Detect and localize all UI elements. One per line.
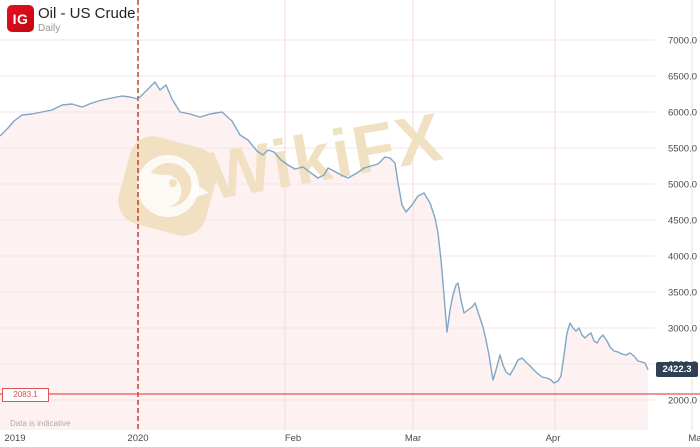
y-axis-tick-label: 4500.0 [668,216,697,227]
last-price-badge[interactable]: 2422.3 [656,362,698,378]
wikifx-eagle-icon [118,136,218,236]
y-axis-tick-label: 6500.0 [668,72,697,83]
x-axis-tick-label: Feb [285,433,301,444]
instrument-title: Oil - US Crude [38,5,136,22]
x-axis-tick-label: Mar [405,433,421,444]
data-indicative-note: Data is indicative [10,419,71,428]
y-axis-tick-label: 4000.0 [668,252,697,263]
y-axis-tick-label: 6000.0 [668,108,697,119]
x-axis-tick-label: Apr [546,433,561,444]
y-axis-tick-label: 7000.0 [668,36,697,47]
price-level-label: 2083.1 [2,387,49,402]
ig-logo-text: IG [12,10,29,27]
x-axis-tick-label: Ma [688,433,700,444]
ig-logo: IG [7,5,34,32]
y-axis-tick-label: 3500.0 [668,288,697,299]
y-axis-tick-label: 2000.0 [668,396,697,407]
x-axis-tick-label: 2020 [127,433,148,444]
y-axis-tick-label: 5000.0 [668,180,697,191]
y-axis-tick-label: 3000.0 [668,324,697,335]
x-axis-tick-label: 2019 [4,433,25,444]
y-axis-tick-label: 5500.0 [668,144,697,155]
price-line [0,81,649,384]
timeframe-label: Daily [38,23,61,34]
